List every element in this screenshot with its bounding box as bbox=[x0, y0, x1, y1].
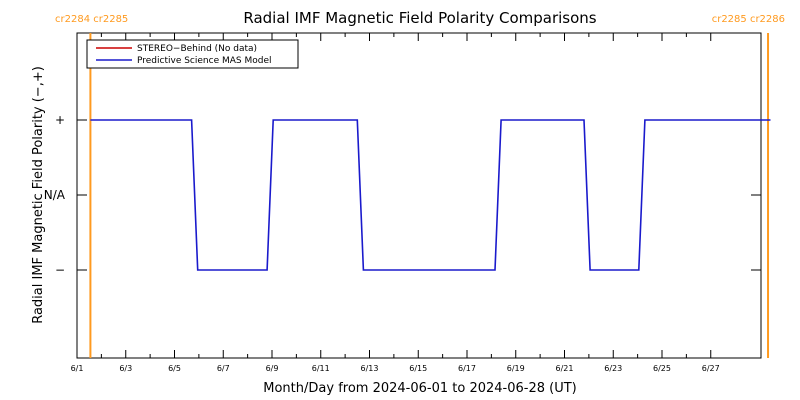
plot-frame bbox=[76, 32, 762, 359]
y-tick-label: N/A bbox=[44, 188, 66, 202]
x-tick-label: 6/15 bbox=[409, 364, 427, 373]
x-tick-label: 6/13 bbox=[361, 364, 379, 373]
y-axis: + N/A − bbox=[44, 113, 761, 277]
legend-label-mas-model: Predictive Science MAS Model bbox=[137, 56, 272, 66]
x-tick-label: 6/19 bbox=[507, 364, 525, 373]
y-axis-label: Radial IMF Magnetic Field Polarity (−,+) bbox=[31, 66, 46, 324]
carrington-marker-label: cr2284 cr2285 bbox=[55, 14, 128, 25]
chart-title: Radial IMF Magnetic Field Polarity Compa… bbox=[243, 9, 596, 27]
x-tick-label: 6/27 bbox=[702, 364, 720, 373]
legend-label-stereo: STEREO−Behind (No data) bbox=[137, 44, 257, 54]
legend-box bbox=[86, 39, 299, 69]
x-tick-label: 6/25 bbox=[653, 364, 671, 373]
x-tick-label: 6/23 bbox=[604, 364, 622, 373]
x-tick-label: 6/1 bbox=[71, 364, 84, 373]
series-line-mas-model bbox=[90, 119, 771, 271]
x-tick-label: 6/5 bbox=[168, 364, 181, 373]
x-tick-label: 6/3 bbox=[119, 364, 132, 373]
x-tick-label: 6/11 bbox=[312, 364, 330, 373]
carrington-markers: cr2284 cr2285 cr2285 cr2286 bbox=[55, 14, 785, 358]
y-tick-label: + bbox=[55, 113, 65, 127]
y-tick-label: − bbox=[55, 263, 65, 277]
series-group bbox=[90, 119, 771, 271]
x-tick-label: 6/7 bbox=[217, 364, 230, 373]
x-tick-label: 6/21 bbox=[556, 364, 574, 373]
carrington-marker-label: cr2285 cr2286 bbox=[712, 14, 785, 25]
x-tick-label: 6/17 bbox=[458, 364, 476, 373]
x-tick-label: 6/9 bbox=[266, 364, 279, 373]
legend: STEREO−Behind (No data) Predictive Scien… bbox=[86, 39, 299, 69]
x-axis-label: Month/Day from 2024-06-01 to 2024-06-28 … bbox=[263, 381, 576, 396]
x-axis: 6/1 6/3 6/5 6/7 6/9 6/11 6/13 6/15 6/17 6/19 6/21 6… bbox=[71, 33, 720, 373]
